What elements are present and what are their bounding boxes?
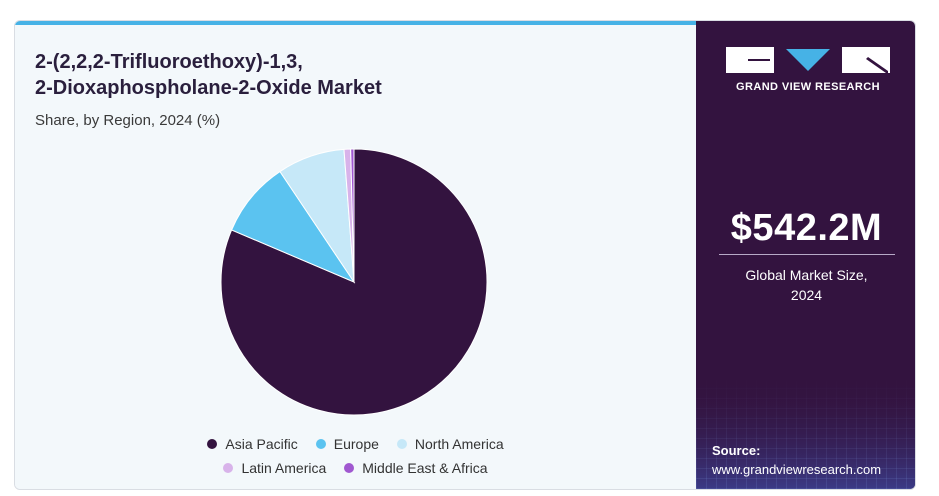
legend-item-middle-east-africa: Middle East & Africa [344,460,488,476]
logo-v-icon [786,49,830,71]
market-size-label-line2: 2024 [790,287,823,303]
legend-label: North America [414,436,504,452]
chart-title-line2: 2-Dioxaphospholane-2-Oxide Market [35,77,382,99]
legend-swatch-latin-america [223,463,234,473]
source-url[interactable]: www.grandviewresearch.com [712,462,882,477]
kpi-divider [718,254,895,255]
logo-marks [726,47,890,73]
pie-chart [220,148,488,416]
legend-swatch-middle-east-africa [344,463,355,473]
market-size-kpi: $542.2M Global Market Size, 2024 [696,207,915,305]
legend-item-north-america: North America [396,436,504,452]
accent-bar [15,21,696,25]
chart-title: 2-(2,2,2-Trifluoroethoxy)-1,3, 2-Dioxaph… [35,49,675,101]
chart-card: 2-(2,2,2-Trifluoroethoxy)-1,3, 2-Dioxaph… [14,20,916,490]
legend: Asia Pacific Europe North America Latin … [15,432,696,480]
pie-slice-middle-east-africa [350,148,355,283]
summary-panel: GRAND VIEW RESEARCH $542.2M Global Marke… [696,21,915,489]
legend-label: Middle East & Africa [362,460,488,476]
legend-item-asia-pacific: Asia Pacific [207,436,298,452]
legend-row-1: Asia Pacific Europe North America [15,432,696,456]
logo-r-icon [842,47,890,73]
brand-logo: GRAND VIEW RESEARCH [726,47,890,93]
chart-panel: 2-(2,2,2-Trifluoroethoxy)-1,3, 2-Dioxaph… [15,21,696,489]
brand-name: GRAND VIEW RESEARCH [736,81,880,93]
market-size-label-line1: Global Market Size, [745,267,868,283]
legend-label: Asia Pacific [225,436,298,452]
legend-swatch-europe [315,439,326,449]
market-size-label: Global Market Size, 2024 [696,265,915,305]
legend-label: Europe [333,436,379,452]
legend-item-europe: Europe [315,436,379,452]
chart-title-line1: 2-(2,2,2-Trifluoroethoxy)-1,3, [35,51,303,73]
legend-item-latin-america: Latin America [223,460,326,476]
legend-swatch-asia-pacific [207,439,218,449]
legend-label: Latin America [241,460,327,476]
legend-swatch-north-america [396,439,407,449]
legend-row-2: Latin America Middle East & Africa [15,456,696,480]
chart-subtitle: Share, by Region, 2024 (%) [35,112,221,129]
source-label: Source: [712,443,761,458]
grid-decoration [696,379,915,489]
market-size-value: $542.2M [730,207,883,249]
source-note: Source: www.grandviewresearch.com [712,441,881,479]
logo-g-icon [726,47,774,73]
logo-mark-g [726,47,774,73]
logo-mark-r [842,47,890,73]
